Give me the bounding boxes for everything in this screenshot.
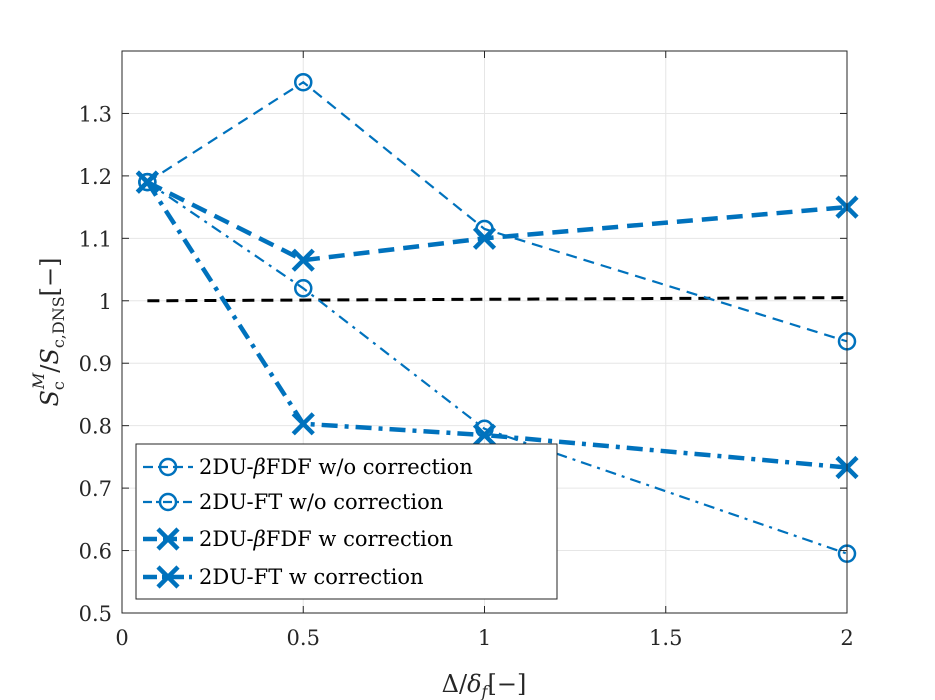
- y-tick-label: 0.6: [79, 540, 112, 564]
- svg-text:ScM/Sc,DNS[−]: ScM/Sc,DNS[−]: [29, 257, 68, 406]
- legend-entry: 2DU-βFDF w correction: [143, 527, 453, 551]
- series-line: [146, 80, 848, 343]
- y-tick-label: 1.1: [79, 227, 112, 251]
- data-point-cross: [291, 248, 315, 272]
- series-line: [145, 180, 848, 470]
- series-line: [146, 180, 848, 263]
- x-tick-label: 1.5: [649, 626, 682, 650]
- legend: 2DU-βFDF w/o correction 2DU-FT w/o correc…: [135, 443, 558, 600]
- y-tick-label: 0.9: [79, 352, 112, 376]
- y-axis-label: ScM/Sc,DNS[−]: [29, 257, 68, 406]
- series-line: [146, 181, 848, 555]
- data-point-circle: [138, 172, 157, 192]
- data-point-cross: [156, 527, 180, 551]
- legend-label: 2DU-βFDF w correction: [199, 527, 453, 551]
- y-tick-label: 0.8: [79, 415, 112, 439]
- x-tick-label: 2: [840, 626, 853, 650]
- legend-label: 2DU-βFDF w/o correction: [199, 455, 473, 479]
- legend-entry: 2DU-FT w/o correction: [143, 490, 443, 514]
- x-tick-label: 0: [115, 626, 128, 650]
- legend-label: 2DU-FT w/o correction: [199, 490, 443, 514]
- legend-box: [135, 443, 558, 600]
- data-point-circle: [158, 457, 178, 477]
- data-point-cross: [291, 412, 315, 436]
- y-tick-label: 0.7: [79, 477, 112, 501]
- reference-line: [147, 296, 848, 303]
- data-point-circle: [294, 279, 313, 298]
- reference-line-unity: [147, 296, 848, 303]
- y-tick-label: 0.5: [79, 602, 112, 626]
- series-group: [135, 72, 859, 563]
- data-point-cross: [472, 226, 497, 250]
- y-tick-label: 1: [99, 290, 112, 314]
- x-tick-label: 0.5: [287, 626, 320, 650]
- axis-ticks: 0 0.5 1 1.5 20.50.60.70.80.911.11.21.3: [79, 51, 854, 650]
- series-4: [135, 170, 859, 480]
- x-tick-label: 1: [478, 626, 491, 650]
- legend-entry: 2DU-FT w correction: [143, 565, 424, 589]
- y-tick-label: 1.3: [79, 102, 112, 126]
- data-point-cross: [472, 423, 497, 447]
- data-point-circle: [294, 72, 313, 92]
- data-point-cross: [135, 170, 159, 194]
- data-point-cross: [156, 565, 180, 589]
- data-point-circle: [158, 492, 178, 512]
- y-tick-label: 1.2: [79, 165, 112, 189]
- legend-label: 2DU-FT w correction: [199, 565, 424, 589]
- legend-entry: 2DU-βFDF w/o correction: [143, 455, 473, 479]
- x-axis-label: Δ/δf[−]: [442, 670, 527, 700]
